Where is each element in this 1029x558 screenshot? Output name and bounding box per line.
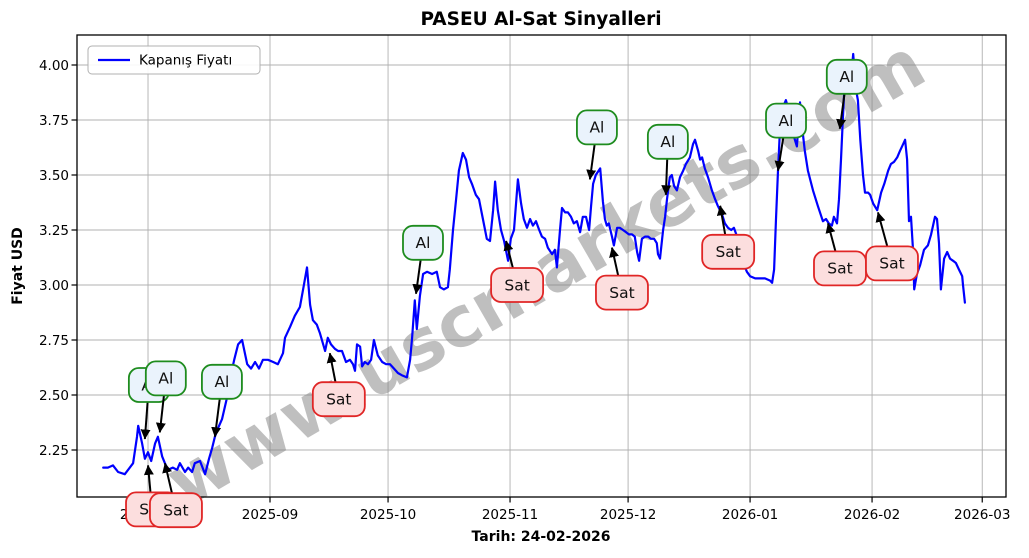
signal-annotations: AlAlSatSatAlSatAlSatAlSatAlSatAlSatAlSat	[125, 58, 919, 529]
sell-signal-box	[149, 492, 203, 529]
buy-signal-label: Al	[214, 373, 229, 391]
x-tick-label: 2026-03	[954, 507, 1010, 523]
legend: Kapanış Fiyatı	[87, 45, 261, 75]
y-tick-label: 2.75	[39, 333, 69, 349]
buy-signal-badge: Al	[646, 123, 689, 160]
sell-signal-box	[595, 274, 649, 311]
legend-box	[87, 45, 261, 75]
buy-signal-box	[646, 123, 689, 160]
sell-signal-label: Sat	[827, 260, 852, 278]
buy-signal-label: Al	[589, 119, 604, 137]
buy-signal-badge: Al	[144, 360, 187, 397]
y-tick-label: 4.00	[39, 58, 69, 74]
x-tick-label: 2025-11	[482, 507, 538, 523]
sell-signal-badge: Sat	[149, 492, 203, 529]
sell-signal-badge: Sat	[865, 245, 919, 282]
y-tick-label: 3.75	[39, 113, 69, 129]
sell-signal-label: Sat	[326, 391, 351, 409]
y-axis-ticks: 2.25 2.50 2.75 3.00 3.25 3.50 4.00 3.75	[39, 58, 77, 459]
x-tick-label: 2026-02	[844, 507, 900, 523]
buy-signal-box	[576, 109, 618, 146]
buy-signal-label: Al	[416, 234, 431, 252]
sell-signal-box	[865, 245, 919, 282]
sell-signal-box	[701, 233, 756, 270]
y-tick-label: 2.25	[39, 443, 69, 459]
sell-signal-label: Sat	[609, 284, 634, 302]
sell-signal-badge: Sat	[595, 274, 649, 311]
sell-signal-badge: Sat	[813, 250, 867, 287]
buy-signal-box	[402, 224, 444, 261]
buy-signal-badge: Al	[402, 224, 444, 261]
buy-signal-label: Al	[839, 68, 854, 86]
x-tick-label: 2025-12	[600, 507, 656, 523]
chart-title: PASEU Al-Sat Sinyalleri	[420, 9, 661, 30]
sell-signal-box	[311, 381, 366, 418]
buy-signal-badge: Al	[576, 109, 618, 146]
sell-signal-label: Sat	[879, 255, 904, 273]
buy-signal-box	[825, 58, 868, 95]
buy-signal-box	[144, 360, 187, 397]
y-tick-label: 3.50	[39, 168, 69, 184]
buy-signal-box	[765, 102, 807, 139]
sell-signal-box	[490, 267, 545, 303]
y-tick-label: 3.25	[39, 223, 69, 239]
buy-signal-badge: Al	[825, 58, 868, 95]
buy-signal-box	[201, 363, 243, 400]
buy-signal-label: Al	[158, 370, 173, 388]
x-tick-label: 2025-09	[242, 507, 298, 523]
x-tick-label: 2025-10	[360, 507, 416, 523]
grid-lines	[77, 35, 1006, 497]
y-tick-label: 2.50	[39, 388, 69, 404]
plot-border	[76, 34, 1007, 498]
sell-signal-label: Sat	[715, 243, 740, 261]
sell-signal-label: Sat	[163, 502, 188, 520]
sell-signal-badge: Sat	[701, 233, 756, 270]
x-tick-label: 2026-01	[722, 507, 778, 523]
buy-signal-label: Al	[660, 133, 675, 151]
y-axis-label: Fiyat USD	[10, 227, 26, 305]
x-axis-label: Tarih: 24-02-2026	[472, 529, 611, 545]
sell-signal-label: Sat	[504, 276, 529, 294]
legend-label: Kapanış Fiyatı	[139, 53, 232, 69]
y-tick-label: 3.00	[39, 278, 69, 294]
buy-signal-badge: Al	[201, 363, 243, 400]
sell-signal-badge: Sat	[311, 381, 366, 418]
sell-signal-badge: Sat	[490, 267, 545, 303]
buy-signal-label: Al	[779, 112, 794, 130]
buy-signal-badge: Al	[765, 102, 807, 139]
